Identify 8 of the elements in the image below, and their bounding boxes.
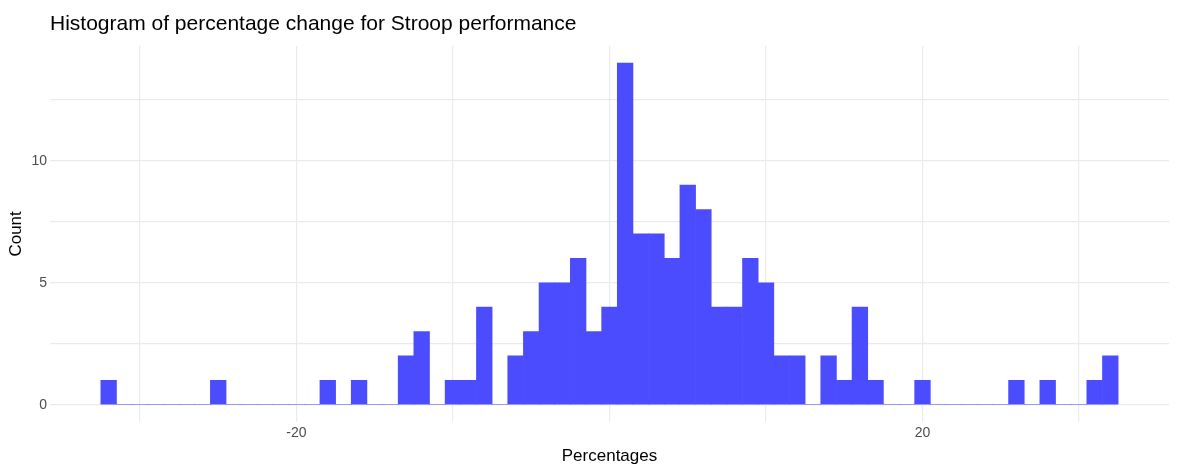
y-axis-title: Count — [5, 210, 25, 257]
y-tick-label: 0 — [39, 395, 48, 412]
y-tick-label: 5 — [39, 273, 48, 290]
chart-title: Histogram of percentage change for Stroop performance — [49, 11, 577, 34]
x-tick-label: -20 — [286, 424, 307, 441]
x-tick-label: 20 — [914, 424, 931, 441]
y-tick-label: 10 — [31, 151, 48, 168]
x-axis-title: Percentages — [561, 446, 658, 466]
